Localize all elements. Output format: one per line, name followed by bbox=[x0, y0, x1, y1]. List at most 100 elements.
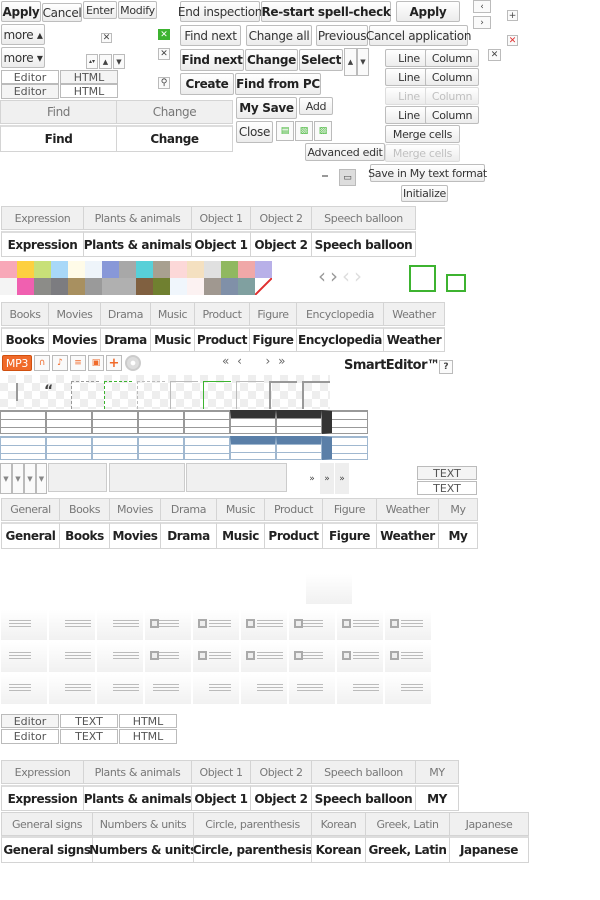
quote-marks-icon[interactable]: “ bbox=[44, 383, 54, 399]
tab-active-1[interactable]: Plants & animals bbox=[83, 785, 192, 811]
tab-active-4[interactable]: Music bbox=[216, 522, 265, 549]
tab-active-4[interactable]: Greek, Latin bbox=[365, 836, 450, 863]
tab-active-8[interactable]: My bbox=[438, 522, 478, 549]
enter-button[interactable]: Enter bbox=[83, 1, 117, 19]
tab-7[interactable]: Weather bbox=[383, 302, 445, 326]
table-style-6[interactable] bbox=[276, 410, 322, 434]
table-style-2[interactable] bbox=[92, 410, 138, 434]
table-style-4[interactable] bbox=[184, 436, 230, 460]
color-swatch[interactable] bbox=[51, 278, 68, 295]
tab-editor[interactable]: Editor bbox=[1, 729, 59, 744]
layout-template[interactable] bbox=[97, 610, 143, 640]
color-swatch[interactable] bbox=[255, 278, 272, 295]
close-button[interactable]: Close bbox=[236, 121, 273, 143]
tab-5[interactable]: Product bbox=[264, 498, 323, 521]
layout-template[interactable] bbox=[385, 610, 431, 640]
close-icon[interactable]: ✕ bbox=[158, 48, 170, 60]
tab-1[interactable]: Numbers & units bbox=[92, 812, 194, 836]
tab-active-1[interactable]: Numbers & units bbox=[89, 836, 197, 863]
tab-3[interactable]: Korean bbox=[311, 812, 366, 836]
tab-3[interactable]: Object 2 bbox=[250, 760, 312, 784]
tab-active-2[interactable]: Circle, parenthesis bbox=[193, 836, 313, 863]
search-icon[interactable]: ⚲ bbox=[158, 77, 170, 89]
color-swatch[interactable] bbox=[34, 278, 51, 295]
initialize-button[interactable]: Initialize bbox=[401, 185, 448, 202]
color-swatch[interactable] bbox=[221, 261, 238, 278]
tab-active-3[interactable]: Korean bbox=[311, 836, 366, 863]
tab-active-0[interactable]: General signs bbox=[1, 836, 93, 863]
align-left-image-icon[interactable]: ▧ bbox=[295, 121, 313, 141]
find-next-bold-button[interactable]: Find next bbox=[180, 49, 244, 71]
tab-active-4[interactable]: Speech balloon bbox=[311, 231, 416, 257]
tab-3[interactable]: Object 2 bbox=[250, 206, 312, 230]
tab-6[interactable]: Figure bbox=[322, 498, 377, 521]
table-style-6[interactable] bbox=[276, 436, 322, 460]
layout-template[interactable] bbox=[97, 642, 143, 672]
arrow-down-icon[interactable]: ▼ bbox=[357, 48, 369, 76]
layout-template[interactable] bbox=[337, 674, 383, 704]
tab-editor[interactable]: Editor bbox=[1, 84, 59, 99]
tab-active-3[interactable]: Object 2 bbox=[250, 231, 312, 257]
layout-template[interactable] bbox=[1, 674, 47, 704]
color-swatch[interactable] bbox=[187, 261, 204, 278]
arrow-down-icon[interactable]: ▼ bbox=[113, 54, 125, 69]
insert-column-button[interactable]: Column bbox=[425, 87, 479, 105]
tab-active-6[interactable]: Figure bbox=[322, 522, 377, 549]
color-swatch[interactable] bbox=[17, 278, 34, 295]
table-style-0[interactable] bbox=[0, 410, 46, 434]
chevron-right-icon[interactable]: › bbox=[473, 16, 491, 29]
layout-template[interactable] bbox=[145, 674, 191, 704]
select-button[interactable]: Select bbox=[299, 49, 343, 71]
layout-template[interactable] bbox=[385, 674, 431, 704]
tab-8[interactable]: My bbox=[438, 498, 478, 521]
tab-4[interactable]: Greek, Latin bbox=[365, 812, 450, 836]
tab-2[interactable]: Object 1 bbox=[191, 206, 251, 230]
tab-2[interactable]: Circle, parenthesis bbox=[193, 812, 312, 836]
tab-html[interactable]: HTML bbox=[119, 729, 177, 744]
cancel-button[interactable]: Cancel bbox=[42, 3, 82, 22]
tab-5[interactable]: Figure bbox=[249, 302, 297, 326]
find-from-pc-button[interactable]: Find from PC bbox=[235, 73, 321, 95]
tab-7[interactable]: Weather bbox=[376, 498, 439, 521]
dropdown-arrow-icon[interactable]: ▼ bbox=[24, 463, 36, 494]
tab-active-1[interactable]: Books bbox=[59, 522, 110, 549]
more-down-button[interactable]: more ▾ bbox=[1, 47, 45, 68]
color-swatch[interactable] bbox=[204, 278, 221, 295]
tab-active-0[interactable]: Expression bbox=[1, 785, 84, 811]
tab-1[interactable]: Movies bbox=[48, 302, 101, 326]
color-swatch[interactable] bbox=[170, 278, 187, 295]
table-style-2[interactable] bbox=[92, 436, 138, 460]
tab-text[interactable]: TEXT bbox=[60, 729, 118, 744]
first-page-icon[interactable]: « bbox=[222, 354, 230, 368]
table-style-5[interactable] bbox=[230, 436, 276, 460]
layout-template[interactable] bbox=[337, 642, 383, 672]
tab-0[interactable]: Expression bbox=[1, 206, 84, 230]
quote-frame-3[interactable] bbox=[170, 381, 198, 409]
tab-active-3[interactable]: Drama bbox=[160, 522, 217, 549]
change-all-button[interactable]: Change all bbox=[246, 25, 312, 46]
tab-active-6[interactable]: Encyclopedia bbox=[296, 327, 384, 352]
headphones-icon[interactable]: ∩ bbox=[34, 355, 50, 371]
color-swatch[interactable] bbox=[170, 261, 187, 278]
tab-active-1[interactable]: Plants & animals bbox=[83, 231, 192, 257]
color-swatch[interactable] bbox=[85, 261, 102, 278]
tab-active-2[interactable]: Object 1 bbox=[191, 231, 251, 257]
tab-text[interactable]: TEXT bbox=[60, 714, 118, 728]
layout-template[interactable] bbox=[241, 642, 287, 672]
tab-editor[interactable]: Editor bbox=[1, 714, 59, 728]
quote-bar-icon[interactable] bbox=[16, 383, 18, 401]
tab-find-active[interactable]: Find bbox=[0, 125, 117, 152]
tab-active-5[interactable]: MY bbox=[415, 785, 459, 811]
tab-4[interactable]: Speech balloon bbox=[311, 206, 416, 230]
table-style-4[interactable] bbox=[184, 410, 230, 434]
chevron-left-icon[interactable]: ‹ bbox=[473, 0, 491, 13]
tab-3[interactable]: Music bbox=[150, 302, 195, 326]
layout-template[interactable] bbox=[145, 642, 191, 672]
carousel-arrows-icon[interactable]: ‹›‹› bbox=[318, 264, 366, 288]
arrow-up-icon[interactable]: ▲ bbox=[99, 54, 112, 69]
tab-active-4[interactable]: Speech balloon bbox=[311, 785, 416, 811]
tab-5[interactable]: MY bbox=[415, 760, 459, 784]
table-style-7[interactable] bbox=[322, 436, 368, 460]
tab-6[interactable]: Encyclopedia bbox=[296, 302, 384, 326]
tab-4[interactable]: Product bbox=[194, 302, 250, 326]
